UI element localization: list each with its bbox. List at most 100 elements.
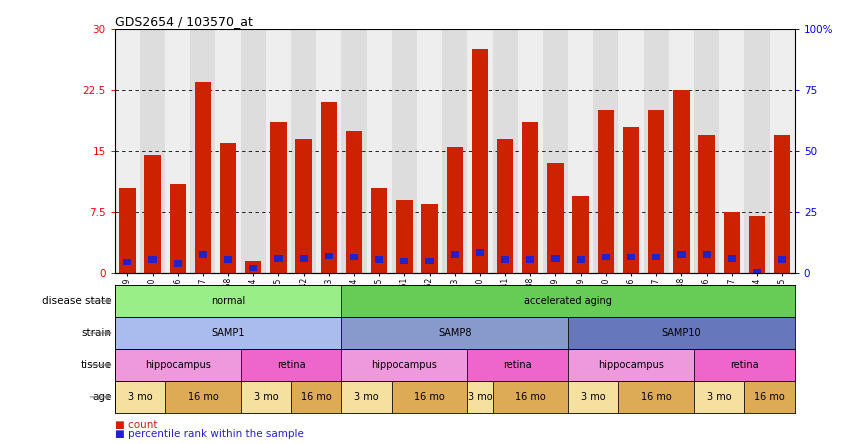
- Text: 16 mo: 16 mo: [301, 392, 332, 402]
- Bar: [325, 253, 333, 259]
- Text: 3 mo: 3 mo: [581, 392, 605, 402]
- Text: hippocampus: hippocampus: [598, 360, 664, 370]
- Bar: [426, 258, 434, 264]
- Bar: [568, 317, 795, 349]
- Bar: [220, 143, 236, 273]
- Bar: [468, 29, 492, 273]
- Bar: [468, 349, 568, 381]
- Bar: [753, 269, 761, 275]
- Bar: [723, 212, 740, 273]
- Bar: [199, 251, 207, 258]
- Bar: [266, 29, 291, 273]
- Bar: [442, 29, 468, 273]
- Bar: [144, 155, 161, 273]
- Bar: [492, 29, 518, 273]
- Bar: [476, 249, 484, 256]
- Bar: [249, 265, 258, 271]
- Bar: [518, 29, 543, 273]
- Bar: [501, 256, 509, 263]
- Bar: [774, 135, 790, 273]
- Bar: [422, 204, 438, 273]
- Bar: [320, 102, 337, 273]
- Bar: [216, 29, 241, 273]
- Text: 16 mo: 16 mo: [754, 392, 785, 402]
- Bar: [648, 110, 665, 273]
- Bar: [245, 261, 262, 273]
- Bar: [275, 255, 282, 262]
- Text: tissue: tissue: [80, 360, 111, 370]
- Bar: [165, 381, 241, 413]
- Bar: [497, 139, 513, 273]
- Bar: [702, 251, 711, 258]
- Text: hippocampus: hippocampus: [144, 360, 211, 370]
- Bar: [602, 254, 610, 261]
- Bar: [299, 255, 308, 262]
- Bar: [366, 29, 392, 273]
- Bar: [694, 381, 745, 413]
- Bar: [115, 285, 342, 317]
- Text: 16 mo: 16 mo: [188, 392, 218, 402]
- Text: hippocampus: hippocampus: [371, 360, 437, 370]
- Text: disease state: disease state: [42, 296, 111, 306]
- Text: 3 mo: 3 mo: [354, 392, 379, 402]
- Text: accelerated aging: accelerated aging: [524, 296, 612, 306]
- Bar: [446, 147, 463, 273]
- Bar: [492, 381, 568, 413]
- Text: ■ count: ■ count: [115, 420, 157, 430]
- Bar: [392, 381, 468, 413]
- Bar: [619, 29, 643, 273]
- Bar: [375, 256, 383, 263]
- Bar: [699, 135, 715, 273]
- Bar: [417, 29, 442, 273]
- Bar: [593, 29, 619, 273]
- Bar: [652, 254, 660, 261]
- Bar: [677, 251, 685, 258]
- Bar: [342, 285, 795, 317]
- Bar: [195, 82, 211, 273]
- Bar: [745, 381, 795, 413]
- Bar: [342, 381, 392, 413]
- Bar: [568, 381, 619, 413]
- Bar: [619, 381, 694, 413]
- Bar: [400, 258, 409, 264]
- Bar: [342, 317, 568, 349]
- Text: retina: retina: [730, 360, 759, 370]
- Bar: [241, 29, 266, 273]
- Bar: [115, 381, 165, 413]
- Bar: [526, 256, 535, 263]
- Bar: [396, 200, 412, 273]
- Text: 3 mo: 3 mo: [468, 392, 492, 402]
- Bar: [291, 29, 316, 273]
- Bar: [769, 29, 795, 273]
- Bar: [165, 29, 190, 273]
- Text: 16 mo: 16 mo: [641, 392, 672, 402]
- Text: strain: strain: [82, 328, 111, 338]
- Bar: [115, 349, 241, 381]
- Bar: [346, 131, 362, 273]
- Bar: [543, 29, 568, 273]
- Bar: [749, 216, 765, 273]
- Bar: [694, 349, 795, 381]
- Text: 3 mo: 3 mo: [253, 392, 278, 402]
- Bar: [115, 317, 342, 349]
- Text: SAMP10: SAMP10: [661, 328, 701, 338]
- Bar: [627, 254, 635, 261]
- Bar: [694, 29, 719, 273]
- Bar: [241, 381, 291, 413]
- Text: retina: retina: [503, 360, 532, 370]
- Text: 16 mo: 16 mo: [414, 392, 445, 402]
- Text: age: age: [92, 392, 111, 402]
- Text: 3 mo: 3 mo: [128, 392, 152, 402]
- Bar: [270, 123, 286, 273]
- Bar: [115, 29, 140, 273]
- Text: 3 mo: 3 mo: [707, 392, 732, 402]
- Bar: [623, 127, 639, 273]
- Bar: [522, 123, 539, 273]
- Bar: [552, 255, 559, 262]
- Bar: [576, 256, 585, 263]
- Text: ■ percentile rank within the sample: ■ percentile rank within the sample: [115, 429, 303, 439]
- Text: normal: normal: [211, 296, 245, 306]
- Bar: [291, 381, 342, 413]
- Bar: [719, 29, 745, 273]
- Bar: [568, 29, 593, 273]
